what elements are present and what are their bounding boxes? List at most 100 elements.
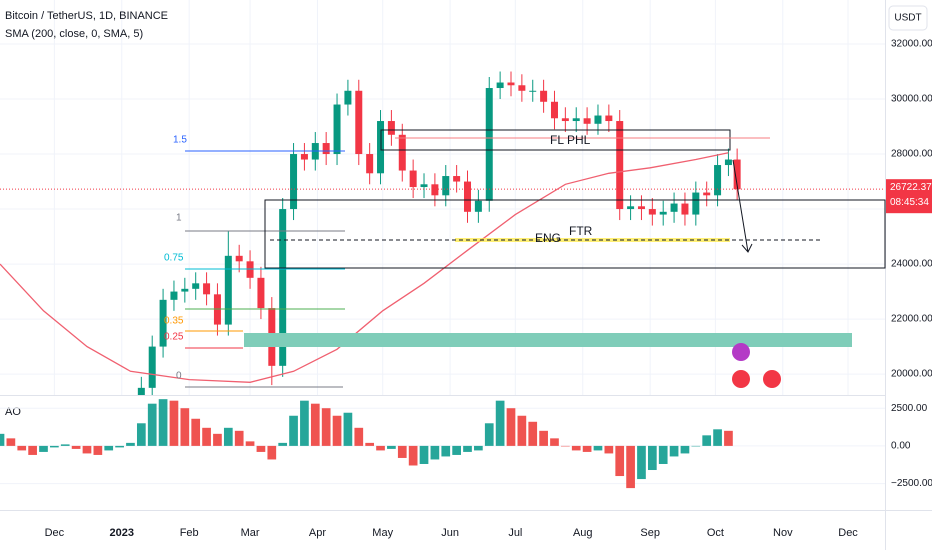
candle-body <box>224 255 232 325</box>
candle-body <box>355 90 363 155</box>
x-tick-label: Dec <box>838 527 858 539</box>
fib-label: 0.25 <box>164 332 184 343</box>
candle-body <box>159 299 167 347</box>
main-pane <box>0 0 885 395</box>
candle-body <box>637 206 645 210</box>
x-tick-label: Feb <box>180 527 199 539</box>
fib-label: 0.75 <box>164 253 184 264</box>
candle-body <box>733 159 741 190</box>
ao-bar <box>202 427 211 446</box>
y-tick-label: 0.00 <box>891 441 911 452</box>
ao-bar <box>658 445 668 464</box>
ao-bar <box>343 412 353 446</box>
y-tick-label: 28000.00 <box>891 149 932 160</box>
ao-bar <box>680 445 690 454</box>
ao-pane <box>0 399 885 489</box>
y-tick-label: 24000.00 <box>891 259 932 270</box>
ao-bar <box>180 408 190 446</box>
candle-body <box>431 184 439 196</box>
y-tick-label: 20000.00 <box>891 369 932 380</box>
candle-body <box>300 154 308 160</box>
ao-bar <box>0 433 5 446</box>
ao-bar <box>39 445 48 452</box>
ao-bar <box>126 442 135 446</box>
x-tick-label: Jul <box>508 527 522 539</box>
ao-bar <box>223 427 233 446</box>
candle-body <box>333 104 341 155</box>
last-price-box <box>886 179 932 214</box>
ao-bar <box>474 445 483 451</box>
fib-label: 0.35 <box>164 316 184 327</box>
ao-bar <box>647 445 657 471</box>
candle-body <box>192 283 200 289</box>
ao-bar <box>626 445 635 489</box>
ao-bar <box>517 415 527 446</box>
range-box <box>380 129 731 151</box>
candle-body <box>170 291 178 300</box>
ao-bar <box>550 438 559 446</box>
candle-body <box>561 118 569 122</box>
candle-body <box>670 203 678 212</box>
currency-button[interactable] <box>888 5 928 31</box>
candle-body <box>627 206 635 210</box>
candle-body <box>572 118 580 122</box>
currency-label[interactable]: USDT <box>894 13 921 24</box>
x-tick-label: Dec <box>45 527 65 539</box>
sma-line <box>0 152 729 383</box>
candle-body <box>540 90 548 102</box>
ao-bar <box>191 418 201 446</box>
ao-bar <box>637 445 646 480</box>
candle-body <box>703 192 711 196</box>
drawing-label: FL <box>550 133 564 147</box>
ao-bar <box>93 445 103 455</box>
ao-bar <box>408 445 418 466</box>
fib-label: 0 <box>176 371 182 382</box>
ao-bar <box>452 445 461 455</box>
event-icon <box>732 343 750 361</box>
ao-bar <box>539 430 548 446</box>
drawings <box>185 129 886 388</box>
ao-bar <box>147 403 157 446</box>
candle-body <box>681 203 689 215</box>
ao-bar <box>28 445 37 455</box>
arrow <box>732 159 753 253</box>
candle-body <box>507 82 515 86</box>
candle-body <box>344 90 352 105</box>
ao-bar <box>300 400 309 446</box>
range-box <box>264 199 886 269</box>
ao-bar <box>256 445 266 452</box>
ao-bar <box>702 435 712 446</box>
candle-body <box>496 82 504 89</box>
candle-body <box>474 200 482 212</box>
fib-label: 1.5 <box>173 135 187 146</box>
ao-bar <box>463 445 472 452</box>
candle-body <box>724 159 732 166</box>
ao-bar <box>397 445 407 458</box>
candle-body <box>409 170 417 188</box>
ao-bar <box>713 429 722 446</box>
ao-bar <box>376 445 385 451</box>
ao-bar <box>419 445 429 464</box>
last-price-label: 26722.37 <box>890 182 932 193</box>
event-icon <box>732 370 750 388</box>
drawing-label: ENG <box>535 231 561 245</box>
ao-bar <box>365 442 375 446</box>
candle-body <box>290 154 298 210</box>
ao-bar <box>332 415 342 446</box>
candle-body <box>181 288 189 292</box>
ao-bar <box>104 445 114 451</box>
x-tick-label: 2023 <box>110 527 134 539</box>
candle-body <box>605 115 613 122</box>
candle-body <box>692 192 700 215</box>
ao-bar <box>484 423 494 446</box>
candle-body <box>322 143 330 155</box>
ao-bar <box>115 445 124 448</box>
x-tick-label: Oct <box>707 527 724 539</box>
candle-body <box>453 176 461 182</box>
ao-bar <box>669 445 679 457</box>
ao-bar <box>289 415 298 446</box>
ao-bar <box>430 445 440 460</box>
candle-body <box>583 118 591 124</box>
ao-bar <box>267 445 277 460</box>
